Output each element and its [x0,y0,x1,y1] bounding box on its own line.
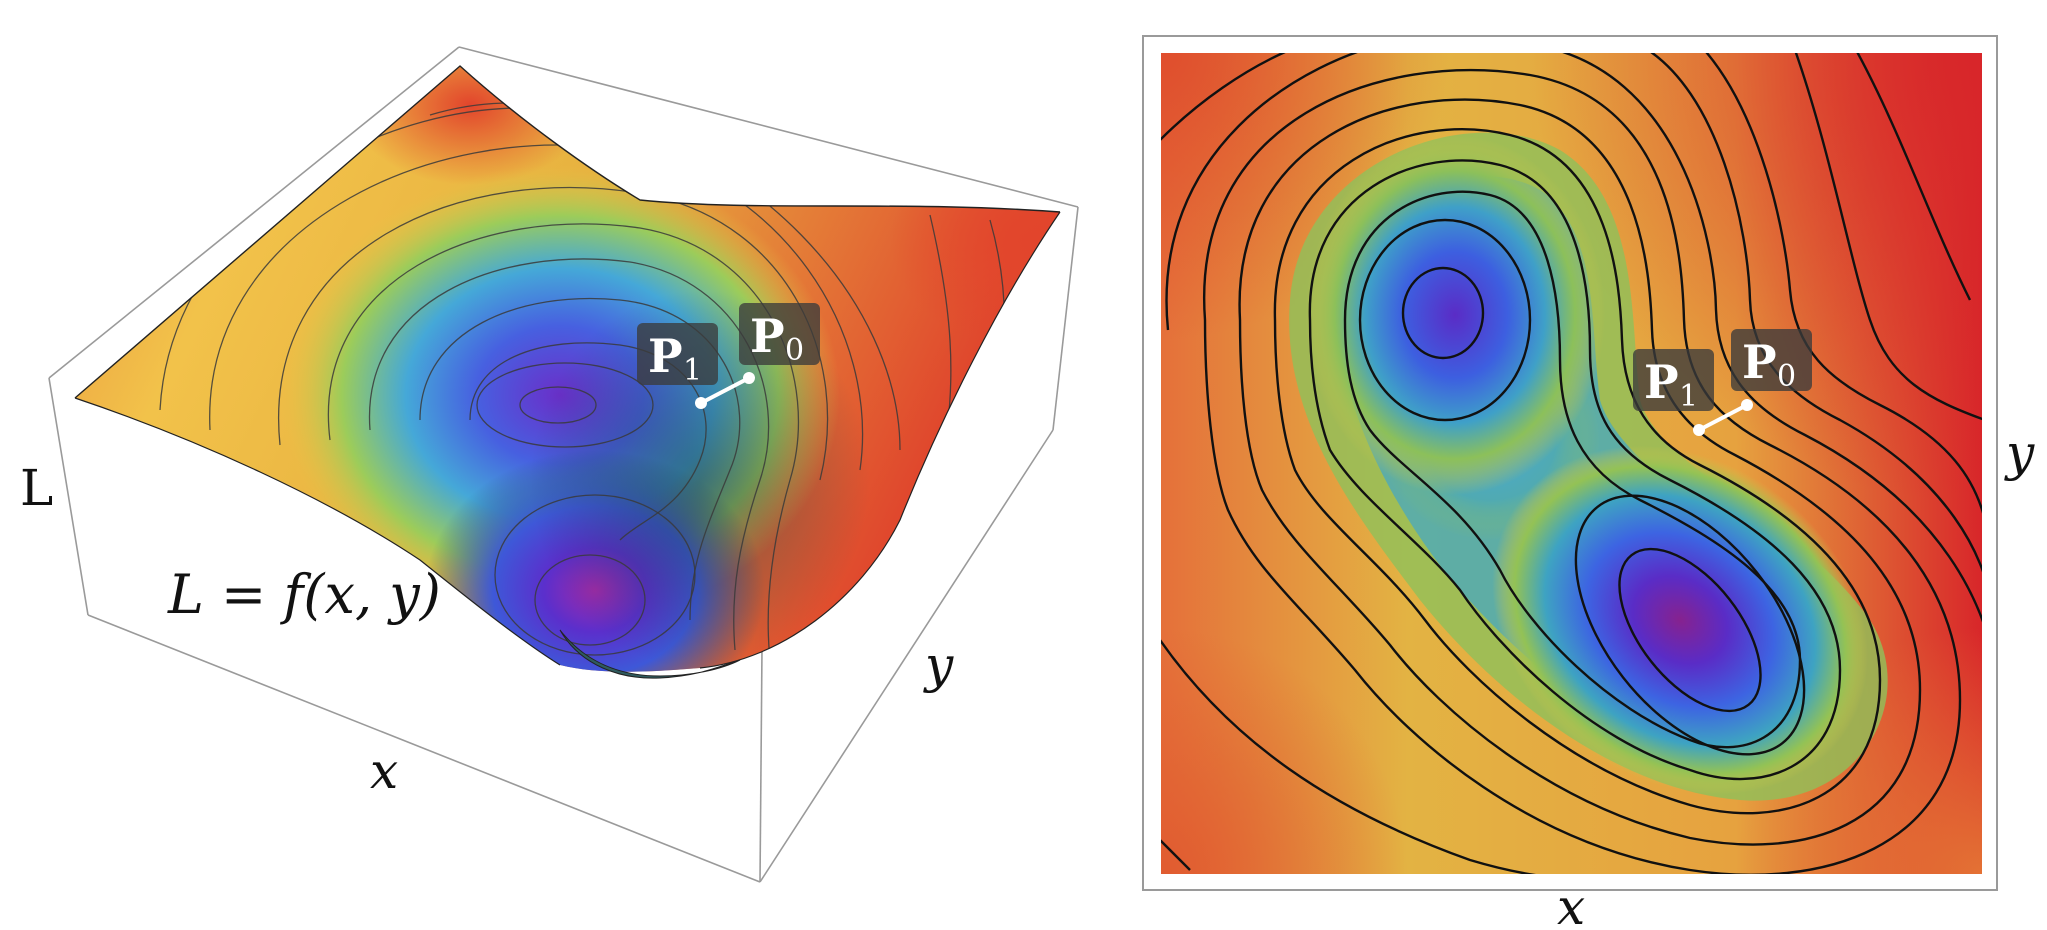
contour-p1-main: P [1644,355,1679,409]
surface-axis-label-y: y [923,636,954,694]
surface-axis-label-l: L [20,459,53,517]
contour-plot: P 1 P 0 x y [1142,35,2035,930]
surface-bounding-box [48,46,1079,883]
contour-p0-sub: 0 [1777,359,1796,394]
contour-step-segment [1693,399,1753,436]
surface-point-p1-tag: P 1 [637,323,718,388]
contour-field [1161,53,1982,874]
contour-p1-sub: 1 [1679,379,1698,414]
contour-p0-main: P [1742,335,1777,389]
surface-equation: L = f(x, y) [167,563,441,626]
surface-p0-sub: 0 [785,333,804,368]
contour-p1-marker [1693,424,1705,436]
contour-lines [1161,53,1982,874]
surface-axis-label-x: x [370,742,398,800]
contour-axis-label-y: y [2004,424,2035,482]
surface-p1-marker [695,397,707,409]
surface-step-segment [695,372,755,409]
surface-plot: P 1 P 0 L L = f(x, y) x y [20,46,1079,883]
surface-p1-main: P [648,329,683,383]
contour-frame [1142,35,1998,891]
surface-p0-marker [743,372,755,384]
surface-p1-sub: 1 [683,353,702,388]
surface-p0-main: P [750,309,785,363]
surface-point-p0-tag: P 0 [739,303,820,368]
contour-axis-label-x: x [1557,878,1585,930]
contour-point-p0-tag: P 0 [1731,329,1812,394]
contour-point-p1-tag: P 1 [1633,349,1714,414]
contour-p0-marker [1741,399,1753,411]
